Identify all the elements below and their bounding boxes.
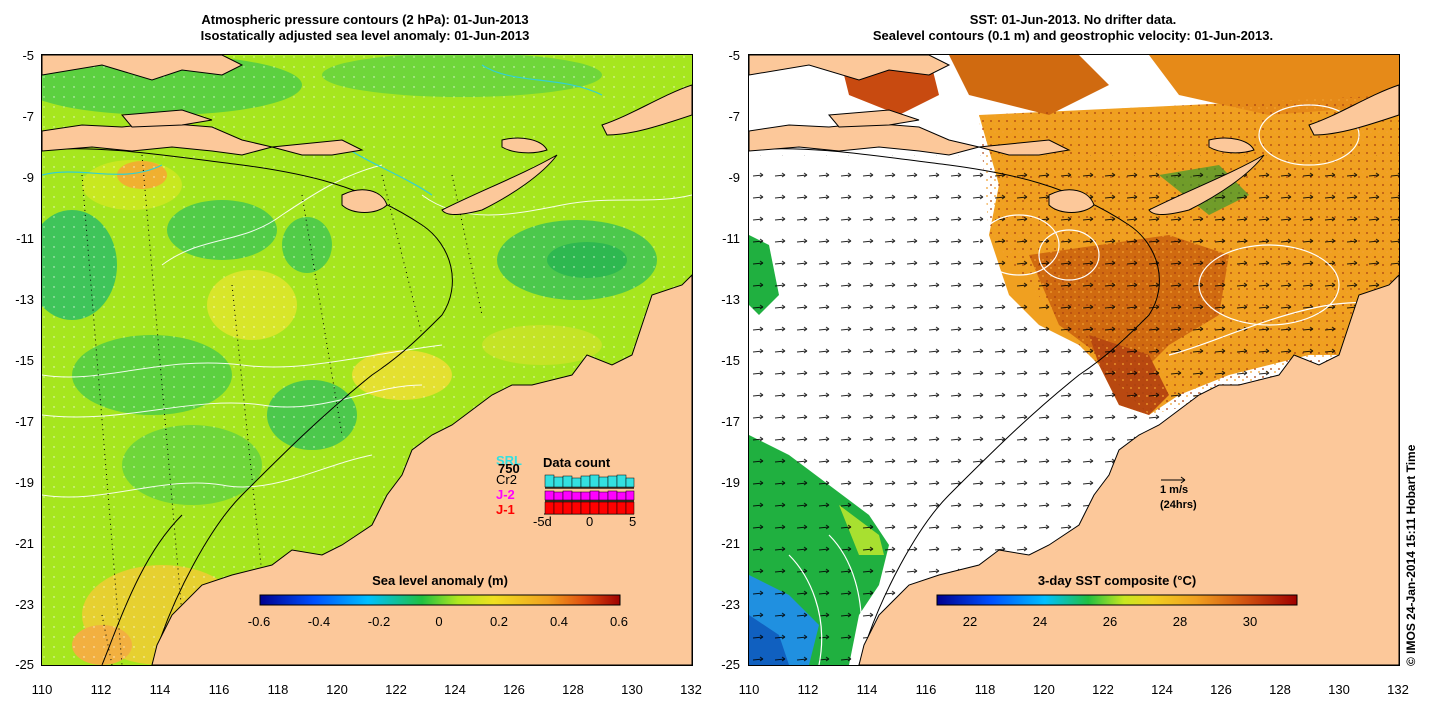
left-title-line1: Atmospheric pressure contours (2 hPa): 0… xyxy=(201,12,529,27)
lat-tick: -13 xyxy=(721,292,740,307)
lat-tick: -13 xyxy=(15,292,34,307)
lon-tick: 124 xyxy=(1151,682,1173,697)
imos-credit: © IMOS 24-Jan-2014 15:11 Hobart Time xyxy=(1404,444,1418,666)
sst-colorbar-tick: 30 xyxy=(1242,614,1258,629)
lat-tick: -17 xyxy=(721,414,740,429)
data-count-axis-zero: 0 xyxy=(586,514,594,529)
lon-tick: 132 xyxy=(1387,682,1409,697)
pressure-contours xyxy=(81,154,483,665)
lon-tick: 116 xyxy=(915,682,937,697)
lat-tick: -21 xyxy=(15,536,34,551)
data-count-axis-start: -5d xyxy=(533,514,552,529)
sat-label-srl: SRL xyxy=(496,453,522,468)
lon-tick: 110 xyxy=(31,682,53,697)
lon-tick: 126 xyxy=(503,682,525,697)
lat-tick: -15 xyxy=(15,353,34,368)
lon-tick: 122 xyxy=(385,682,407,697)
lon-tick: 122 xyxy=(1092,682,1114,697)
lon-tick: 128 xyxy=(562,682,584,697)
velocity-key-label: 1 m/s xyxy=(1160,484,1189,496)
lon-tick: 116 xyxy=(208,682,230,697)
sst-colorbar-tick: 24 xyxy=(1032,614,1048,629)
right-title-line1: SST: 01-Jun-2013. No drifter data. xyxy=(969,12,1177,27)
sla-colorbar-tick: 0.4 xyxy=(549,614,569,629)
lat-tick: -7 xyxy=(22,109,34,124)
sla-colorbar-tick: -0.2 xyxy=(367,614,391,629)
lon-tick: 112 xyxy=(90,682,112,697)
sst-colorbar-tick: 22 xyxy=(962,614,978,629)
lat-tick: -9 xyxy=(22,170,34,185)
lon-tick: 132 xyxy=(680,682,702,697)
sst-land xyxy=(749,55,1399,665)
lat-tick: -5 xyxy=(728,48,740,63)
sat-label-750: 750 xyxy=(498,461,520,476)
lat-tick: -11 xyxy=(722,231,740,246)
sst-bathymetry-contours xyxy=(749,148,1160,665)
lat-tick: -9 xyxy=(728,170,740,185)
sla-colorbar-tick: 0.2 xyxy=(489,614,509,629)
lat-tick: -19 xyxy=(15,475,34,490)
lat-tick: -7 xyxy=(728,109,740,124)
lat-tick: -17 xyxy=(15,414,34,429)
lon-tick: 114 xyxy=(149,682,171,697)
data-count-chart xyxy=(544,474,635,515)
right-title-line2: Sealevel contours (0.1 m) and geostrophi… xyxy=(872,28,1274,43)
sla-colorbar-tick: 0.6 xyxy=(609,614,629,629)
bathymetry-contours xyxy=(42,148,453,665)
lat-tick: -19 xyxy=(721,475,740,490)
sat-label-j2: J-2 xyxy=(496,487,515,502)
sat-label-j1: J-1 xyxy=(496,502,515,517)
lon-tick: 120 xyxy=(326,682,348,697)
lon-tick: 128 xyxy=(1269,682,1291,697)
lon-tick: 112 xyxy=(797,682,819,697)
land xyxy=(42,55,692,665)
lon-tick: 126 xyxy=(1210,682,1232,697)
sat-label-cr2: Cr2 xyxy=(496,472,517,487)
sla-colorbar-tick: -0.4 xyxy=(307,614,331,629)
sst-colorbar-tick: 28 xyxy=(1172,614,1188,629)
sst-velocity-map xyxy=(748,54,1400,666)
lon-tick: 130 xyxy=(621,682,643,697)
lon-tick: 110 xyxy=(738,682,760,697)
sea-level-anomaly-map xyxy=(41,54,693,666)
lon-tick: 118 xyxy=(974,682,996,697)
data-count-bars-magenta xyxy=(544,490,635,501)
lat-tick: -23 xyxy=(15,597,34,612)
data-count-bars-red xyxy=(544,501,635,515)
sla-colorbar xyxy=(259,594,621,606)
lat-tick: -11 xyxy=(16,231,34,246)
velocity-key-arrow xyxy=(1161,476,1186,484)
velocity-key-duration: (24hrs) xyxy=(1160,499,1197,511)
lat-tick: -23 xyxy=(721,597,740,612)
lon-tick: 114 xyxy=(856,682,878,697)
lat-tick: -25 xyxy=(15,657,34,672)
lat-tick: -15 xyxy=(721,353,740,368)
lon-tick: 120 xyxy=(1033,682,1055,697)
lon-tick: 124 xyxy=(444,682,466,697)
sla-colorbar-title: Sea level anomaly (m) xyxy=(372,573,508,588)
data-count-title: Data count xyxy=(543,455,611,470)
sla-colorbar-tick: -0.6 xyxy=(247,614,271,629)
lat-tick: -5 xyxy=(22,48,34,63)
lon-tick: 118 xyxy=(267,682,289,697)
left-title-line2: Isostatically adjusted sea level anomaly… xyxy=(200,28,530,43)
lat-tick: -25 xyxy=(721,657,740,672)
sla-colorbar-tick: 0 xyxy=(435,614,443,629)
sst-colorbar-tick: 26 xyxy=(1102,614,1118,629)
data-count-bars-cyan xyxy=(544,474,635,488)
sst-colorbar xyxy=(936,594,1298,606)
data-count-axis-end: 5 xyxy=(629,514,637,529)
sst-colorbar-title: 3-day SST composite (°C) xyxy=(1037,573,1197,588)
lat-tick: -21 xyxy=(721,536,740,551)
lon-tick: 130 xyxy=(1328,682,1350,697)
